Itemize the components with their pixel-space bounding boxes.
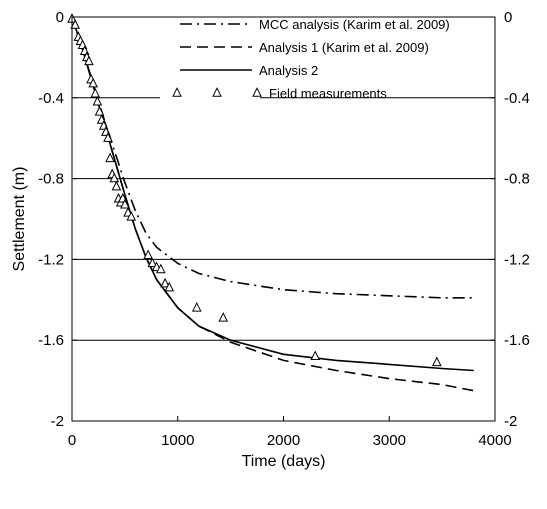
y-tick-label-right: -1.6 [504,332,530,349]
field-measurement-point [109,172,120,183]
x-tick-label: 0 [68,432,76,449]
y-tick-label-right: -0.8 [504,171,530,188]
field-measurement-point [84,55,94,66]
legend: MCC analysis (Karim et al. 2009) Analysis… [160,17,450,103]
field-measurement-point [120,198,130,209]
field-measurement-point [105,152,115,163]
legend-label: Field measurements [269,86,387,101]
legend-label: Analysis 2 [259,63,318,78]
y-tick-label-right: -2 [504,413,517,430]
field-measurement-point [103,132,113,142]
x-tick-label: 4000 [478,432,511,449]
field-measurement-point [88,77,98,88]
legend-marker [212,87,222,97]
y-tick-label-right: 0 [504,9,512,26]
field-measurement-point [90,87,101,98]
field-measurement-point [70,19,80,29]
field-measurement-point [126,211,137,221]
field-measurement-point [94,106,105,116]
legend-marker [172,87,182,97]
legend-marker [252,87,262,97]
field-measurement-point [164,281,175,292]
y-tick-label: -1.2 [38,251,64,268]
field-measurement-point [156,263,166,274]
legend-marker-backdrop [160,83,260,103]
grid-lines [72,97,495,341]
x-tick-label: 2000 [267,432,300,449]
series-line [71,16,474,299]
field-measurement-point [310,350,321,361]
y-tick-label: -2 [51,413,64,430]
field-measurement-point [191,301,202,312]
x-tick-label: 1000 [161,432,194,449]
y-tick-label: -1.6 [38,332,64,349]
field-measurement-point [147,257,158,268]
field-measurement-point [218,312,229,322]
y-tick-label-right: -1.2 [504,251,530,268]
x-tick-label: 3000 [373,432,406,449]
y-tick-label: -0.4 [38,90,64,107]
y-axis-title: Settlement (m) [11,167,28,272]
field-measurement-markers [67,13,442,367]
y-tick-label-right: -0.4 [504,90,530,107]
field-measurement-point [160,277,170,288]
axis-ticks: 0 0-0.4 -0.4-0.8 -0.8-1.2 -1.2-1.6 -1.6-2 -20 1… [38,9,530,449]
y-tick-label: 0 [56,9,64,26]
field-measurement-point [432,356,442,367]
legend-label: Analysis 1 (Karim et al. 2009) [259,40,429,55]
field-measurement-point [143,249,153,260]
x-axis-title: Time (days) [242,453,326,470]
field-measurement-point [92,95,103,106]
field-measurement-point [111,180,122,191]
y-tick-label: -0.8 [38,171,64,188]
legend-label: MCC analysis (Karim et al. 2009) [259,17,450,32]
